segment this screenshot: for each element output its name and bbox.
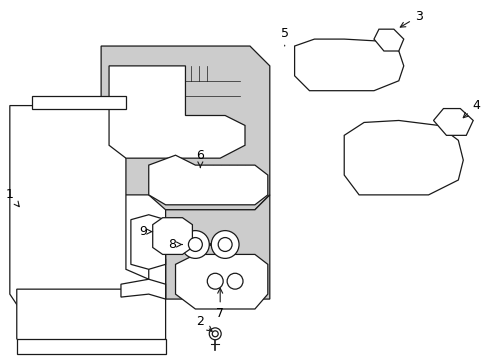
Polygon shape	[165, 195, 269, 299]
Text: 9: 9	[139, 225, 152, 238]
Polygon shape	[152, 218, 192, 255]
Polygon shape	[373, 29, 403, 51]
Circle shape	[209, 328, 221, 340]
Text: 1: 1	[6, 188, 19, 207]
Polygon shape	[344, 121, 462, 195]
Polygon shape	[175, 255, 267, 309]
Polygon shape	[109, 66, 244, 158]
Text: 3: 3	[400, 10, 422, 27]
Circle shape	[212, 331, 218, 337]
Polygon shape	[10, 105, 148, 317]
Polygon shape	[294, 39, 403, 91]
Circle shape	[218, 238, 232, 251]
Polygon shape	[131, 215, 165, 269]
Text: 8: 8	[168, 238, 182, 251]
Polygon shape	[148, 155, 267, 205]
Text: 2: 2	[196, 315, 212, 331]
Polygon shape	[17, 339, 165, 354]
Polygon shape	[121, 279, 165, 299]
Circle shape	[211, 231, 239, 258]
Polygon shape	[101, 46, 269, 210]
Circle shape	[207, 273, 223, 289]
Polygon shape	[433, 109, 472, 135]
Text: 7: 7	[216, 288, 224, 320]
Circle shape	[181, 231, 209, 258]
Text: 5: 5	[280, 27, 288, 46]
Circle shape	[226, 273, 243, 289]
Polygon shape	[32, 96, 126, 109]
Polygon shape	[17, 255, 165, 351]
Text: 4: 4	[462, 99, 479, 118]
Circle shape	[188, 238, 202, 251]
Text: 6: 6	[196, 149, 204, 167]
